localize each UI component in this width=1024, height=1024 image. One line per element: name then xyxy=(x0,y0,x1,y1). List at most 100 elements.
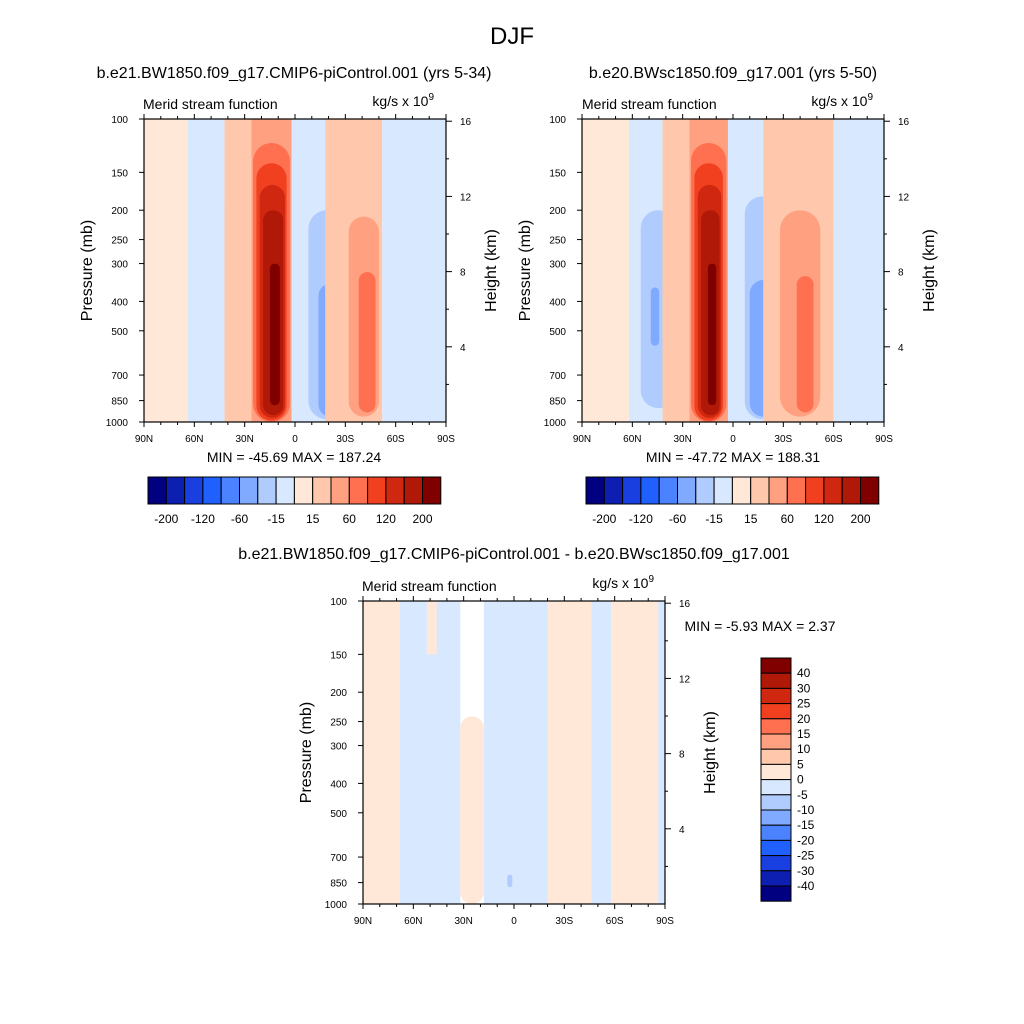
colorbar-box xyxy=(760,855,792,872)
colorbar-box xyxy=(841,476,862,505)
x-tick-label: 30N xyxy=(454,916,472,927)
panel-3-units-exp: 9 xyxy=(648,574,654,585)
y-tick-label: 850 xyxy=(111,397,128,408)
colorbar-box xyxy=(239,476,259,505)
panel-1-left-string: Merid stream function xyxy=(143,96,278,112)
panel-2-units-exp: 9 xyxy=(867,92,873,103)
colorbar-box xyxy=(750,476,770,505)
y-tick-label: 250 xyxy=(549,236,566,247)
contour-cell xyxy=(269,263,280,406)
colorbar-box xyxy=(823,476,843,505)
colorbar-box xyxy=(403,476,424,505)
y-tick-label: 300 xyxy=(330,742,347,753)
colorbar-label: -5 xyxy=(797,788,808,802)
x-tick-label: 0 xyxy=(511,916,517,927)
panel-2-left-string: Merid stream function xyxy=(582,96,717,112)
y-tick-label: 200 xyxy=(549,206,566,217)
colorbar-box xyxy=(677,476,697,505)
colorbar-label: 15 xyxy=(306,512,320,526)
panel-1-title: b.e21.BW1850.f09_g17.CMIP6-piControl.001… xyxy=(97,65,492,82)
panel-3-left-string: Merid stream function xyxy=(362,578,497,594)
x-tick-label: 60S xyxy=(606,916,624,927)
colorbar-box xyxy=(585,476,605,505)
panel-2-stats: MIN = -47.72 MAX = 188.31 xyxy=(646,449,821,465)
colorbar-box xyxy=(293,476,314,505)
colorbar-box xyxy=(731,476,752,505)
y-axis-label: Pressure (mb) xyxy=(517,220,534,321)
x-tick-label: 30S xyxy=(555,916,573,927)
contour-cell xyxy=(707,263,717,406)
panel-2-title: b.e20.BWsc1850.f09_g17.001 (yrs 5-50) xyxy=(589,65,877,82)
colorbar-label: -120 xyxy=(629,512,653,526)
x-tick-label: 90S xyxy=(875,434,893,445)
colorbar-label: -60 xyxy=(231,512,249,526)
x-tick-label: 0 xyxy=(730,434,736,445)
x-tick-label: 90S xyxy=(437,434,455,445)
colorbar-label: 60 xyxy=(781,512,795,526)
colorbar-box xyxy=(768,476,788,505)
colorbar-label: 120 xyxy=(814,512,834,526)
contour-cell xyxy=(582,119,629,422)
colorbar-box xyxy=(805,476,825,505)
colorbar-label: -200 xyxy=(592,512,616,526)
height-tick-label: 16 xyxy=(898,117,910,128)
colorbar-box xyxy=(658,476,679,505)
colorbar-box xyxy=(760,672,792,689)
panel-1-units-exp: 9 xyxy=(428,92,434,103)
y-tick-label: 100 xyxy=(549,115,566,126)
y-tick-label: 200 xyxy=(111,206,128,217)
x-tick-label: 90S xyxy=(656,916,674,927)
contour-cell xyxy=(426,601,437,655)
colorbar-box xyxy=(713,476,733,505)
y-tick-label: 1000 xyxy=(544,418,567,429)
colorbar-box xyxy=(786,476,807,505)
height-tick-label: 4 xyxy=(898,343,904,354)
colorbar-box xyxy=(202,476,222,505)
colorbar-box xyxy=(184,476,204,505)
contour-field xyxy=(363,601,665,904)
panel-3-stats: MIN = -5.93 MAX = 2.37 xyxy=(685,618,836,634)
contour-cell xyxy=(507,874,513,888)
colorbar-box xyxy=(220,476,240,505)
contour-cell xyxy=(796,276,814,413)
height-tick-label: 12 xyxy=(679,674,691,685)
y-tick-label: 700 xyxy=(111,371,128,382)
y-tick-label: 300 xyxy=(111,260,128,271)
colorbar-label: -15 xyxy=(267,512,285,526)
y-tick-label: 250 xyxy=(330,718,347,729)
figure-title: DJF xyxy=(490,23,534,50)
colorbar-box xyxy=(860,476,880,505)
colorbar-label: 200 xyxy=(850,512,870,526)
panel-2-colorbar: -200 -120 -60 -15 15 60 120 200 xyxy=(585,476,880,526)
x-tick-label: 30N xyxy=(673,434,691,445)
colorbar-label: 15 xyxy=(797,727,811,741)
y-axis-label: Pressure (mb) xyxy=(79,220,96,321)
colorbar-box xyxy=(760,779,792,796)
contour-cell xyxy=(833,119,884,422)
colorbar-box xyxy=(622,476,642,505)
colorbar-box xyxy=(760,824,792,841)
colorbar-box xyxy=(760,763,792,781)
colorbar-box xyxy=(640,476,660,505)
y-axis-label: Pressure (mb) xyxy=(298,702,315,803)
contour-cell xyxy=(382,119,446,422)
colorbar-label: 60 xyxy=(343,512,357,526)
colorbar-box xyxy=(760,870,792,887)
colorbar-label: -15 xyxy=(797,818,815,832)
panel-1: b.e21.BW1850.f09_g17.CMIP6-piControl.001… xyxy=(79,65,500,526)
contour-cell xyxy=(187,119,225,422)
colorbar-box xyxy=(603,476,624,505)
colorbar-box xyxy=(760,657,792,674)
contour-cell xyxy=(547,601,592,904)
panel-3-units-text: kg/s x 10 xyxy=(592,575,648,591)
y-tick-label: 250 xyxy=(111,236,128,247)
contour-cell xyxy=(144,119,188,422)
colorbar-label: -15 xyxy=(705,512,723,526)
contour-cell xyxy=(363,601,400,904)
height-tick-label: 12 xyxy=(460,192,472,203)
height-tick-label: 16 xyxy=(679,599,691,610)
contour-field xyxy=(582,119,884,422)
y-tick-label: 400 xyxy=(549,297,566,308)
